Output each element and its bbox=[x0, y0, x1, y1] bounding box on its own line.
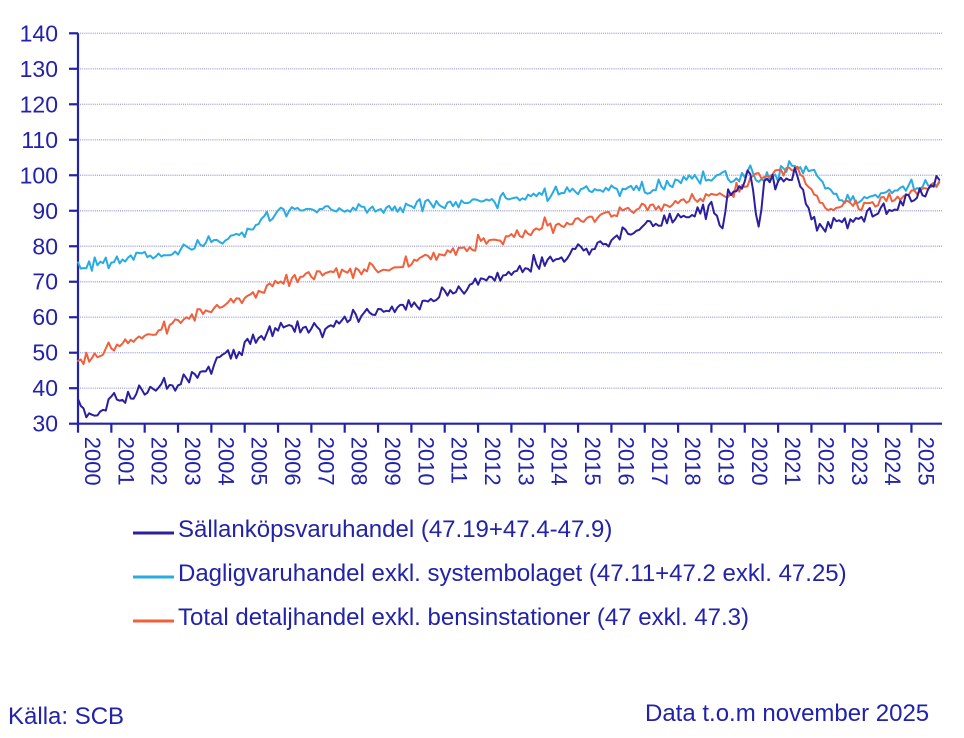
svg-text:2018: 2018 bbox=[680, 437, 705, 486]
svg-text:2007: 2007 bbox=[313, 437, 338, 486]
svg-text:120: 120 bbox=[20, 91, 58, 117]
svg-text:2022: 2022 bbox=[813, 437, 838, 486]
svg-text:Källa: SCB: Källa: SCB bbox=[8, 703, 124, 730]
svg-text:Data t.o.m november 2025: Data t.o.m november 2025 bbox=[645, 700, 929, 727]
svg-text:2008: 2008 bbox=[347, 437, 372, 486]
svg-text:2005: 2005 bbox=[247, 437, 272, 486]
svg-text:30: 30 bbox=[32, 411, 58, 437]
svg-text:40: 40 bbox=[32, 375, 58, 401]
svg-text:2009: 2009 bbox=[380, 437, 405, 486]
svg-text:2013: 2013 bbox=[513, 437, 538, 486]
svg-text:90: 90 bbox=[32, 198, 58, 224]
svg-text:2017: 2017 bbox=[647, 437, 672, 486]
svg-text:2000: 2000 bbox=[80, 437, 105, 486]
svg-text:2025: 2025 bbox=[913, 437, 938, 486]
svg-text:2006: 2006 bbox=[280, 437, 305, 486]
svg-text:2010: 2010 bbox=[413, 437, 438, 486]
svg-text:2014: 2014 bbox=[547, 437, 572, 486]
svg-text:2019: 2019 bbox=[713, 437, 738, 486]
svg-text:2020: 2020 bbox=[747, 437, 772, 486]
svg-text:Total detaljhandel exkl. bensi: Total detaljhandel exkl. bensinstationer… bbox=[178, 604, 749, 631]
svg-text:110: 110 bbox=[21, 127, 58, 153]
svg-text:100: 100 bbox=[20, 162, 58, 188]
svg-text:2024: 2024 bbox=[880, 437, 905, 486]
svg-text:2001: 2001 bbox=[113, 437, 138, 486]
svg-text:130: 130 bbox=[20, 56, 58, 82]
svg-text:50: 50 bbox=[32, 340, 58, 366]
svg-text:80: 80 bbox=[32, 233, 58, 259]
svg-text:Dagligvaruhandel exkl. systemb: Dagligvaruhandel exkl. systembolaget (47… bbox=[178, 560, 847, 587]
svg-text:2012: 2012 bbox=[480, 437, 505, 486]
svg-text:Sällanköpsvaruhandel (47.19+47: Sällanköpsvaruhandel (47.19+47.4-47.9) bbox=[178, 516, 612, 543]
svg-text:2015: 2015 bbox=[580, 437, 605, 486]
svg-text:2011: 2011 bbox=[447, 437, 472, 484]
svg-text:140: 140 bbox=[20, 20, 58, 46]
svg-text:60: 60 bbox=[32, 304, 58, 330]
svg-text:2004: 2004 bbox=[213, 437, 238, 486]
svg-text:2016: 2016 bbox=[613, 437, 638, 486]
svg-text:70: 70 bbox=[32, 269, 58, 295]
svg-text:2002: 2002 bbox=[147, 437, 172, 486]
svg-text:2023: 2023 bbox=[847, 437, 872, 486]
svg-text:2021: 2021 bbox=[780, 437, 805, 486]
svg-text:2003: 2003 bbox=[180, 437, 205, 486]
